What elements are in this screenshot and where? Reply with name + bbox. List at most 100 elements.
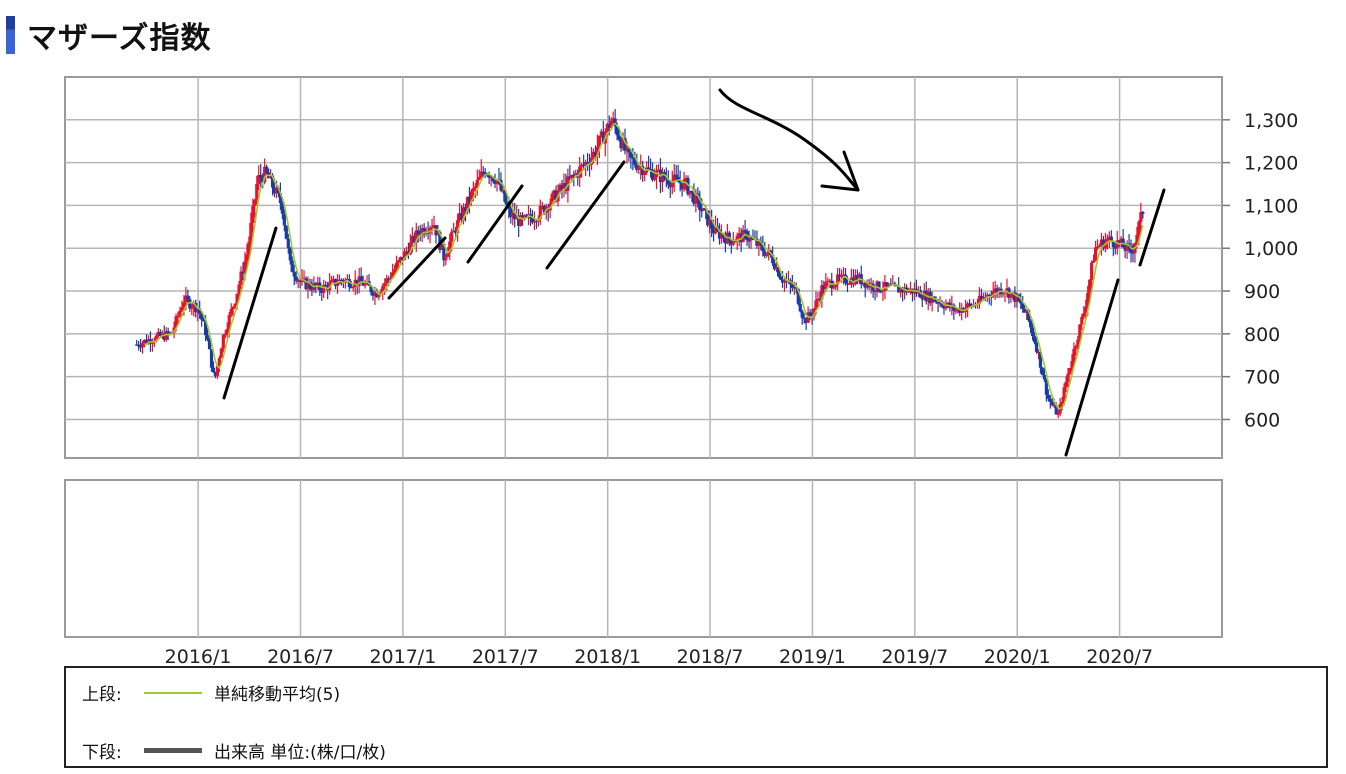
candle-body bbox=[574, 173, 578, 176]
legend-upper: 上段: 単純移動平均(5) bbox=[82, 680, 340, 705]
candle-body bbox=[223, 334, 227, 336]
candle-body bbox=[487, 174, 491, 178]
y-tick-label: 1,300 bbox=[1244, 110, 1298, 132]
candle-body bbox=[310, 288, 314, 291]
candle-body bbox=[660, 172, 665, 183]
candle-body bbox=[958, 308, 962, 313]
candle-body bbox=[513, 212, 517, 220]
candle-body bbox=[335, 283, 340, 286]
legend-lower-label: 下段: bbox=[82, 743, 122, 763]
candle-body bbox=[621, 138, 625, 149]
candle-body bbox=[1046, 394, 1050, 399]
legend-box: 上段: 単純移動平均(5) 下段: 出来高 単位:(株/口/枚) bbox=[64, 666, 1328, 768]
candle-body bbox=[1032, 336, 1037, 343]
legend-ma-swatch bbox=[144, 691, 202, 694]
candle-body bbox=[757, 240, 761, 246]
candle-body bbox=[219, 348, 223, 359]
candle-body bbox=[357, 276, 361, 286]
candle-body bbox=[737, 233, 741, 236]
candle-body bbox=[652, 177, 657, 180]
candle-body bbox=[432, 225, 436, 228]
candle-body bbox=[790, 284, 794, 289]
candle-body bbox=[284, 225, 288, 239]
candle-body bbox=[688, 190, 692, 195]
candle-body bbox=[1092, 260, 1096, 263]
candle-body bbox=[773, 263, 777, 270]
candle-body bbox=[690, 190, 694, 193]
candle-body bbox=[359, 276, 363, 282]
candle-body bbox=[164, 331, 168, 340]
candle-body bbox=[331, 279, 336, 281]
candle-body bbox=[280, 203, 284, 214]
candle-body bbox=[377, 294, 381, 298]
candle-body bbox=[286, 238, 290, 248]
candle-body bbox=[229, 309, 233, 316]
candle-body bbox=[806, 312, 810, 323]
candle-body bbox=[493, 181, 497, 185]
hand-drawn-trend-line bbox=[545, 160, 626, 270]
candle-body bbox=[1113, 247, 1117, 249]
candle-body bbox=[1080, 317, 1084, 325]
candle-body bbox=[977, 295, 982, 305]
candle-body bbox=[304, 278, 308, 290]
candle-body bbox=[605, 123, 609, 133]
candle-body bbox=[1013, 292, 1017, 302]
candle-body bbox=[721, 234, 726, 238]
candle-body bbox=[776, 267, 781, 277]
candle-body bbox=[1135, 234, 1139, 244]
candle-body bbox=[288, 247, 292, 261]
candle-body bbox=[477, 176, 481, 180]
candle-body bbox=[1038, 351, 1043, 368]
candle-body bbox=[499, 179, 503, 191]
candle-body bbox=[530, 218, 535, 223]
candle-body bbox=[946, 302, 950, 306]
candle-body bbox=[554, 190, 558, 202]
candle-body bbox=[1066, 373, 1070, 382]
candle-body bbox=[585, 161, 590, 164]
candle-body bbox=[810, 315, 814, 317]
candle-body bbox=[853, 275, 857, 285]
candle-body bbox=[1078, 324, 1082, 340]
y-tick-label: 1,100 bbox=[1244, 195, 1298, 217]
candle-body bbox=[1068, 367, 1072, 374]
candle-body bbox=[1019, 300, 1023, 304]
candle-body bbox=[643, 172, 647, 175]
candle-body bbox=[265, 166, 269, 173]
candle-body bbox=[611, 118, 615, 122]
candle-body bbox=[198, 308, 202, 314]
candle-body bbox=[672, 174, 676, 181]
candle-body bbox=[731, 242, 735, 245]
candle-body bbox=[711, 228, 716, 234]
candle-body bbox=[808, 312, 812, 316]
candle-body bbox=[491, 176, 495, 182]
candle-body bbox=[471, 188, 475, 192]
hand-drawn-trend-line bbox=[466, 184, 524, 264]
candle-body bbox=[276, 187, 281, 194]
hand-drawn-trend-line bbox=[222, 226, 278, 400]
legend-lower: 下段: 出来高 単位:(株/口/枚) bbox=[82, 738, 386, 763]
candle-body bbox=[381, 286, 385, 293]
candle-body bbox=[511, 212, 515, 217]
candle-body bbox=[154, 335, 158, 341]
candle-body bbox=[457, 213, 462, 221]
candle-body bbox=[936, 301, 940, 304]
x-tick-label: 2017/1 bbox=[369, 646, 436, 668]
candle-body bbox=[568, 176, 572, 179]
candle-body bbox=[814, 300, 818, 309]
candle-body bbox=[1029, 320, 1033, 328]
candle-body bbox=[495, 179, 499, 185]
hand-drawn-arrow-curve bbox=[718, 88, 860, 192]
candle-body bbox=[1093, 247, 1098, 261]
candle-body bbox=[542, 205, 546, 213]
candle-body bbox=[270, 175, 275, 188]
candle-body bbox=[940, 303, 944, 307]
candle-body bbox=[834, 284, 838, 288]
candle-body bbox=[215, 365, 220, 377]
candle-body bbox=[363, 283, 367, 286]
candle-body bbox=[387, 278, 391, 280]
candle-body bbox=[792, 287, 796, 289]
candle-body bbox=[938, 303, 942, 305]
candle-body bbox=[444, 256, 448, 261]
candle-body bbox=[816, 298, 820, 301]
candle-body bbox=[619, 139, 623, 149]
